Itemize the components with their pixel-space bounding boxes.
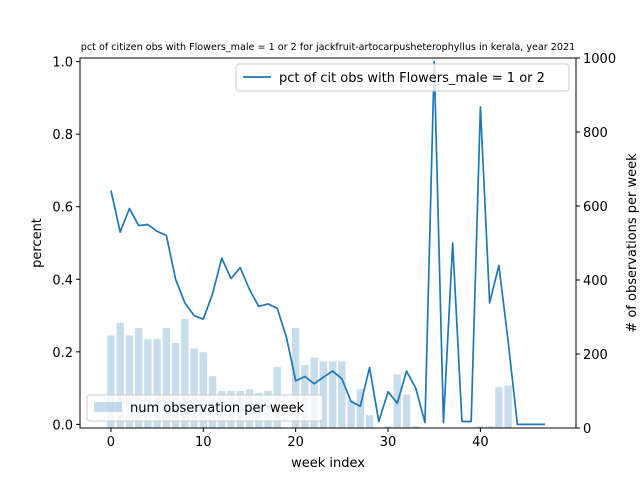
bar <box>402 394 411 428</box>
x-tick-label: 20 <box>287 435 304 450</box>
bar <box>134 328 143 428</box>
y-left-tick-label: 0.4 <box>52 273 73 288</box>
line-legend-box <box>235 63 570 92</box>
x-tick-label: 0 <box>107 435 115 450</box>
y-right-tick-label: 800 <box>583 126 608 141</box>
x-axis-ticks: 0 10 20 30 40 <box>107 428 489 450</box>
line-legend-label: pct of cit obs with Flowers_male = 1 or … <box>279 71 545 86</box>
bar-legend-label: num observation per week <box>130 401 305 416</box>
bar <box>181 318 189 428</box>
y-axis-right-ticks: 0 200 400 600 800 1000 <box>576 52 616 437</box>
bar <box>485 426 494 428</box>
y-left-tick-label: 0.0 <box>52 418 73 433</box>
x-tick-label: 30 <box>380 435 397 450</box>
y-axis-left-ticks: 0.0 0.2 0.4 0.6 0.8 1.0 <box>52 56 80 433</box>
bar <box>319 361 328 428</box>
y-left-tick-label: 0.8 <box>52 128 73 143</box>
line-series <box>110 60 546 426</box>
bar <box>199 352 207 428</box>
x-tick-label: 10 <box>195 435 212 450</box>
y-axis-left-label: percent <box>30 218 45 268</box>
bar <box>476 426 485 428</box>
y-axis-right-label: # of observations per week <box>625 153 640 333</box>
bar <box>107 335 115 428</box>
bar <box>162 328 171 428</box>
bar-legend: num observation per week <box>86 394 324 422</box>
bar <box>356 389 365 428</box>
bar <box>125 335 134 428</box>
y-right-tick-label: 0 <box>583 422 591 437</box>
line-legend: pct of cit obs with Flowers_male = 1 or … <box>235 63 570 92</box>
x-axis-label: week index <box>291 456 365 471</box>
bar-legend-box <box>86 394 324 422</box>
bar <box>328 361 337 428</box>
bar <box>504 385 512 428</box>
plot-frame <box>79 57 577 429</box>
y-right-tick-label: 400 <box>583 274 608 289</box>
x-tick-label: 40 <box>472 435 489 450</box>
bar <box>190 348 198 428</box>
bar <box>347 400 355 428</box>
bar <box>365 415 374 428</box>
y-right-tick-label: 200 <box>583 348 608 363</box>
bar <box>116 322 124 428</box>
bar <box>144 339 152 428</box>
y-right-tick-label: 600 <box>583 200 608 215</box>
y-left-tick-label: 0.6 <box>52 201 73 216</box>
bar <box>338 361 346 428</box>
y-left-tick-label: 0.2 <box>52 346 73 361</box>
bar <box>412 426 420 428</box>
bar <box>171 342 180 428</box>
chart-title: pct of citizen obs with Flowers_male = 1… <box>81 42 575 53</box>
bar <box>495 387 503 428</box>
bar <box>310 357 318 428</box>
y-right-tick-label: 1000 <box>583 52 616 67</box>
series-line <box>110 60 546 426</box>
bar <box>384 426 392 428</box>
y-left-tick-label: 1.0 <box>52 56 73 71</box>
bar <box>153 339 161 428</box>
bar-legend-swatch <box>94 402 122 412</box>
